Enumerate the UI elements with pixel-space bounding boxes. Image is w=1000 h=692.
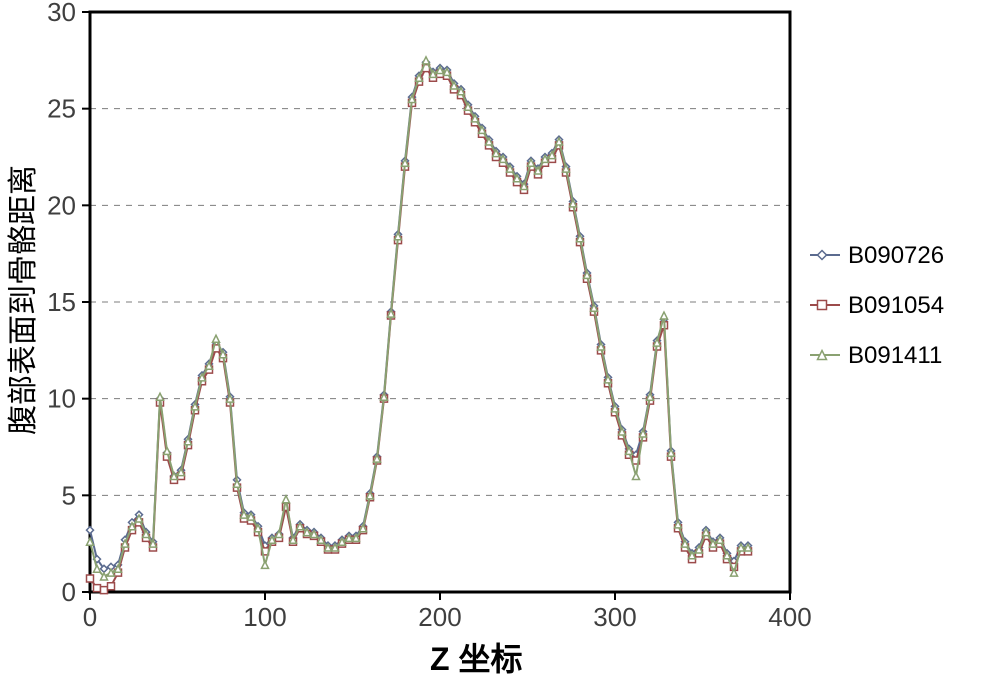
series-marker — [164, 447, 171, 454]
y-tick-label: 25 — [47, 94, 76, 124]
series-marker — [101, 587, 108, 594]
chart-container: 腹部表面到骨骼距离 Z 坐标 0100200300400051015202530… — [0, 0, 1000, 692]
series-marker — [661, 312, 668, 319]
series-marker — [213, 335, 220, 342]
legend-label: B091411 — [848, 342, 942, 369]
series-marker — [262, 561, 269, 568]
series-line — [90, 62, 748, 569]
x-tick-label: 200 — [418, 602, 461, 632]
legend-label: B091054 — [848, 292, 944, 319]
series-marker — [157, 393, 164, 400]
x-tick-label: 0 — [83, 602, 97, 632]
legend-marker — [818, 301, 827, 310]
legend-label: B090726 — [848, 242, 944, 269]
series-marker — [94, 565, 101, 572]
y-tick-label: 30 — [47, 0, 76, 27]
x-tick-label: 100 — [243, 602, 286, 632]
chart-svg: 0 100 200 300 400 0 5 10 15 20 25 30 B090726 B091054 B… — [0, 0, 1000, 692]
series-marker — [283, 496, 290, 503]
series-marker — [87, 575, 94, 582]
y-tick-label: 10 — [47, 384, 76, 414]
series-line — [90, 68, 748, 590]
series-line — [90, 60, 748, 576]
legend-marker — [818, 251, 827, 260]
series-marker — [94, 585, 101, 592]
y-tick-label: 15 — [47, 287, 76, 317]
x-tick-label: 300 — [593, 602, 636, 632]
series-marker — [87, 527, 94, 534]
y-tick-label: 20 — [47, 190, 76, 220]
series-marker — [633, 473, 640, 480]
series-marker — [423, 57, 430, 64]
series-marker — [108, 583, 115, 590]
y-tick-label: 5 — [62, 480, 76, 510]
y-tick-label: 0 — [62, 577, 76, 607]
x-tick-label: 400 — [768, 602, 811, 632]
